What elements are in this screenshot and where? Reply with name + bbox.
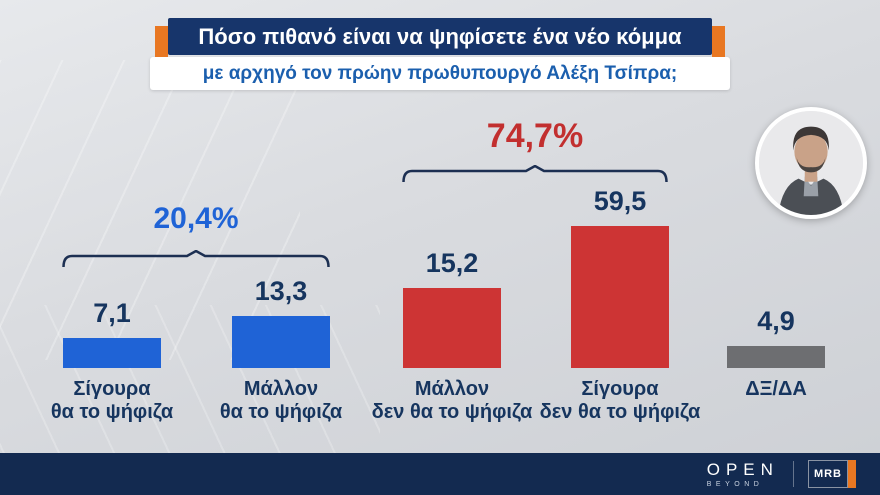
bar-value-1: 13,3 [254,276,308,306]
open-tv-logo: OPEN BEYOND [707,461,779,488]
footer-bar: OPEN BEYOND MRB [0,453,880,495]
bar-value-3: 59,5 [593,186,647,216]
group-total-label-0: 20,4% [153,202,239,235]
mrb-logo-text: MRB [807,460,848,488]
mrb-logo: MRB [807,460,856,488]
bar-3 [571,226,669,368]
mrb-logo-orange-bar [848,460,856,488]
group-bracket-0 [62,250,330,268]
bar-0 [63,338,161,368]
bar-value-0: 7,1 [93,298,131,328]
group-bracket-1 [402,165,668,183]
bar-label-0: Σίγουρα θα το ψήφιζα [50,378,174,423]
person-avatar-icon [759,111,863,215]
bar-value-2: 15,2 [425,248,479,278]
bar-1 [232,316,330,368]
bar-label-1: Μάλλον θα το ψήφιζα [219,378,343,423]
bar-label-2: Μάλλον δεν θα το ψήφιζα [371,378,533,423]
page-title: Πόσο πιθανό είναι να ψηφίσετε ένα νέο κό… [168,18,712,55]
bar-chart: 7,1 Σίγουρα θα το ψήφιζα 13,3 Μάλλον θα το … [0,95,880,425]
beyond-logo-text: BEYOND [706,480,764,488]
group-total-label-1: 74,7% [486,117,584,155]
person-portrait [755,107,867,219]
bar-label-3: Σίγουρα δεν θα το ψήφιζα [539,378,701,423]
orange-accent-left [155,26,168,57]
footer-divider [792,461,794,487]
orange-accent-right [712,26,725,57]
open-logo-text: OPEN [706,459,779,479]
bar-value-4: 4,9 [757,306,795,336]
bar-4 [727,346,825,368]
page-subtitle: με αρχηγό τον πρώην πρωθυπουργό Αλέξη Τσ… [150,57,730,90]
bar-2 [403,288,501,368]
bar-label-4: ΔΞ/ΔΑ [745,378,807,400]
